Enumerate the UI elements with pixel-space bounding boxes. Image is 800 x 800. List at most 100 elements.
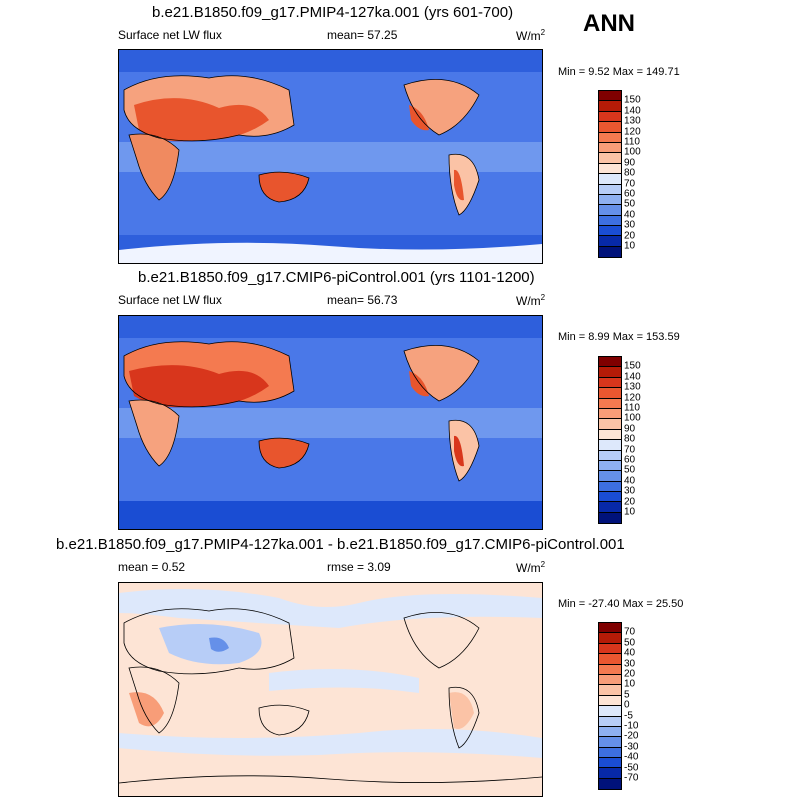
panel3-units: W/m2 bbox=[516, 560, 545, 575]
colorbar-swatch bbox=[599, 695, 621, 707]
colorbar-swatch bbox=[599, 101, 621, 112]
australia bbox=[259, 438, 309, 468]
coastlines bbox=[123, 75, 480, 216]
colorbar-swatch bbox=[599, 716, 621, 727]
colorbar-swatch bbox=[599, 440, 621, 451]
panel1-title: b.e21.B1850.f09_g17.PMIP4-127ka.001 (yrs… bbox=[152, 4, 514, 21]
panel1-variable: Surface net LW flux bbox=[118, 28, 222, 42]
panel2-colorbar bbox=[598, 356, 622, 525]
panel1-minmax: Min = 9.52 Max = 149.71 bbox=[558, 66, 680, 78]
colorbar-tick-label: 40 bbox=[624, 209, 636, 221]
panel3-map bbox=[118, 582, 543, 797]
panel1-mean: mean= 57.25 bbox=[327, 28, 397, 42]
colorbar-swatch bbox=[599, 758, 621, 769]
colorbar-swatch bbox=[599, 174, 621, 185]
colorbar-tick-label: 120 bbox=[624, 392, 641, 404]
panel1-units-sup: 2 bbox=[540, 28, 546, 37]
panel3-title: b.e21.B1850.f09_g17.PMIP4-127ka.001 - b.… bbox=[56, 536, 625, 553]
colorbar-swatch bbox=[599, 685, 621, 696]
southern-ocean-negative bbox=[119, 729, 542, 758]
colorbar-tick-label: 90 bbox=[624, 157, 636, 169]
panel2-field-svg bbox=[119, 316, 542, 529]
colorbar-swatch bbox=[599, 643, 621, 655]
panel2-title: b.e21.B1850.f09_g17.CMIP6-piControl.001 … bbox=[138, 269, 535, 286]
colorbar-swatch bbox=[599, 184, 621, 195]
panel3-rmse-value: 3.09 bbox=[367, 560, 391, 574]
colorbar-tick-label: 140 bbox=[624, 105, 641, 117]
colorbar-tick-label: 40 bbox=[624, 475, 636, 487]
tropical-band bbox=[119, 142, 542, 172]
africa bbox=[129, 400, 179, 466]
colorbar-tick-label: 10 bbox=[624, 678, 636, 690]
coastlines bbox=[119, 608, 542, 784]
colorbar-tick-label: 20 bbox=[624, 496, 636, 508]
colorbar-swatch bbox=[599, 737, 621, 748]
colorbar-swatch bbox=[599, 163, 621, 175]
colorbar-swatch bbox=[599, 132, 621, 143]
colorbar-swatch bbox=[599, 471, 621, 482]
colorbar-tick-label: 80 bbox=[624, 433, 636, 445]
panel2-variable: Surface net LW flux bbox=[118, 293, 222, 307]
colorbar-tick-label: 50 bbox=[624, 198, 636, 210]
colorbar-tick-label: 20 bbox=[624, 230, 636, 242]
panel3-units-text: W/m bbox=[516, 561, 541, 575]
colorbar-tick-label: 40 bbox=[624, 647, 636, 659]
colorbar-tick-label: -5 bbox=[624, 710, 633, 722]
colorbar-tick-label: 100 bbox=[624, 412, 641, 424]
colorbar-tick-label: 150 bbox=[624, 94, 641, 106]
colorbar-swatch bbox=[599, 367, 621, 378]
panel2-minmax: Min = 8.99 Max = 153.59 bbox=[558, 331, 680, 343]
colorbar-tick-label: 60 bbox=[624, 188, 636, 200]
africa bbox=[129, 134, 179, 200]
panel1-mean-value: 57.25 bbox=[367, 28, 398, 42]
colorbar-swatch bbox=[599, 377, 621, 389]
us-southwest-hotspot bbox=[409, 105, 429, 131]
sahara-arabia-hotspot bbox=[129, 365, 269, 408]
colorbar-swatch bbox=[599, 91, 621, 102]
colorbar-swatch bbox=[599, 153, 621, 164]
panel2-map bbox=[118, 315, 543, 530]
colorbar-tick-label: 30 bbox=[624, 485, 636, 497]
colorbar-swatch bbox=[599, 122, 621, 133]
colorbar-tick-label: 70 bbox=[624, 626, 636, 638]
panel3-colorbar bbox=[598, 622, 622, 791]
panel2-mean: mean= 56.73 bbox=[327, 293, 397, 307]
colorbar-swatch bbox=[599, 429, 621, 441]
colorbar-swatch bbox=[599, 778, 621, 790]
colorbar-tick-label: 50 bbox=[624, 464, 636, 476]
colorbar-swatch bbox=[599, 398, 621, 409]
sahara-arabia-hotspot bbox=[134, 98, 269, 142]
colorbar-tick-label: 110 bbox=[624, 402, 640, 414]
colorbar-swatch bbox=[599, 111, 621, 123]
colorbar-tick-label: 130 bbox=[624, 115, 641, 127]
panel1-units: W/m2 bbox=[516, 28, 545, 43]
colorbar-tick-label: 70 bbox=[624, 178, 636, 190]
panel3-minmax: Min = -27.40 Max = 25.50 bbox=[558, 598, 684, 610]
colorbar-swatch bbox=[599, 246, 621, 258]
colorbar-swatch bbox=[599, 492, 621, 503]
colorbar-tick-label: -50 bbox=[624, 762, 639, 774]
colorbar-tick-label: -30 bbox=[624, 741, 639, 753]
colorbar-swatch bbox=[599, 623, 621, 634]
panel2-colorbar-labels: 150 140 130 120 110 100 90 80 70 60 50 40 30 20 10 bbox=[624, 356, 664, 523]
panel1-units-text: W/m bbox=[516, 29, 541, 43]
colorbar-tick-label: 120 bbox=[624, 126, 641, 138]
colorbar-swatch bbox=[599, 226, 621, 237]
colorbar-swatch bbox=[599, 194, 621, 206]
panel3-field-svg bbox=[119, 583, 542, 796]
colorbar-tick-label: 60 bbox=[624, 454, 636, 466]
coastlines bbox=[123, 341, 480, 482]
colorbar-tick-label: 20 bbox=[624, 668, 636, 680]
colorbar-swatch bbox=[599, 674, 621, 686]
colorbar-swatch bbox=[599, 205, 621, 216]
central-asia-negative bbox=[209, 637, 229, 652]
panel1-colorbar-labels: 150 140 130 120 110 100 90 80 70 60 50 40 30 20 10 bbox=[624, 90, 664, 257]
panel2-units-text: W/m bbox=[516, 294, 541, 308]
andes-hotspot bbox=[454, 435, 464, 467]
panel2-mean-label: mean= bbox=[327, 293, 365, 307]
colorbar-tick-label: -70 bbox=[624, 772, 639, 784]
tropical-pacific-negative bbox=[269, 669, 419, 693]
colorbar-tick-label: 80 bbox=[624, 167, 636, 179]
antarctic-band bbox=[119, 501, 542, 529]
colorbar-swatch bbox=[599, 654, 621, 665]
